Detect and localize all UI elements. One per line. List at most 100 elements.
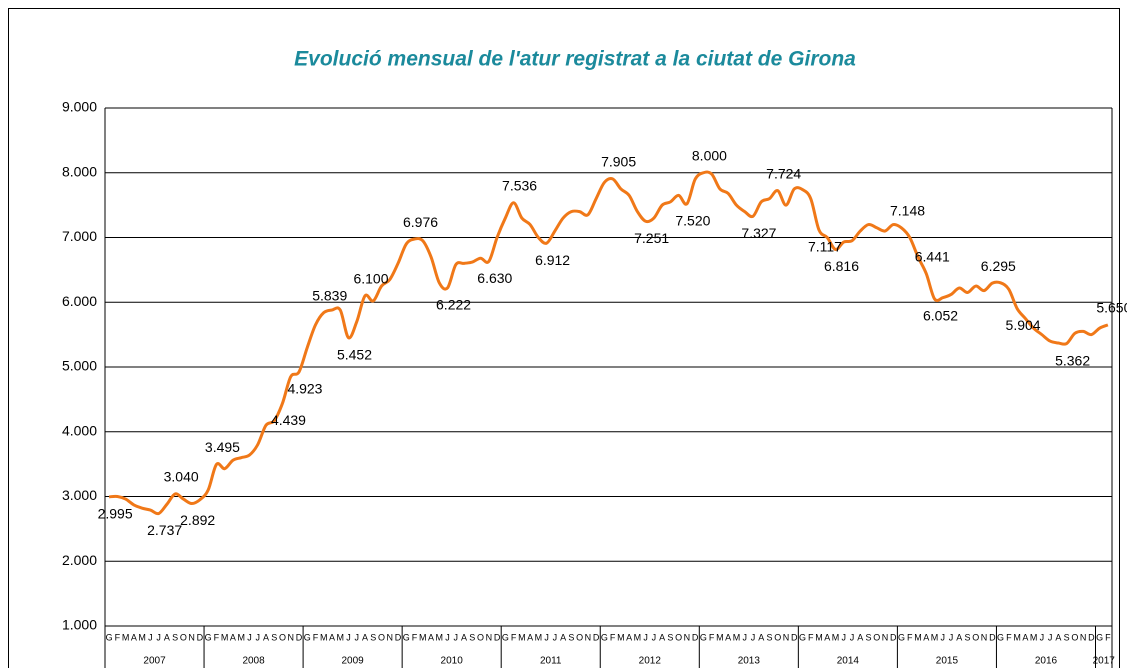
y-tick-label: 4.000 bbox=[62, 422, 97, 438]
data-label: 6.816 bbox=[824, 258, 859, 274]
data-label: 5.904 bbox=[1006, 317, 1041, 333]
x-tick-label: A bbox=[857, 632, 863, 642]
x-tick-label: F bbox=[214, 632, 220, 642]
x-tick-label: O bbox=[873, 632, 880, 642]
x-tick-label: A bbox=[659, 632, 665, 642]
data-label: 6.100 bbox=[353, 270, 388, 286]
x-tick-label: J bbox=[850, 632, 855, 642]
x-tick-label: G bbox=[997, 632, 1004, 642]
x-tick-label: M bbox=[221, 632, 229, 642]
x-tick-label: F bbox=[709, 632, 715, 642]
data-label: 4.439 bbox=[271, 412, 306, 428]
x-tick-label: G bbox=[304, 632, 311, 642]
x-tick-label: D bbox=[494, 632, 501, 642]
x-tick-label: S bbox=[370, 632, 376, 642]
x-tick-label: M bbox=[634, 632, 642, 642]
x-tick-label: J bbox=[148, 632, 153, 642]
data-label: 7.905 bbox=[601, 154, 636, 170]
x-tick-label: M bbox=[518, 632, 526, 642]
data-label: 7.327 bbox=[741, 225, 776, 241]
x-tick-label: S bbox=[766, 632, 772, 642]
x-tick-label: F bbox=[610, 632, 616, 642]
x-tick-label: D bbox=[791, 632, 798, 642]
x-tick-label: D bbox=[1088, 632, 1095, 642]
x-tick-label: J bbox=[355, 632, 360, 642]
x-tick-label: N bbox=[1080, 632, 1087, 642]
x-tick-label: N bbox=[188, 632, 195, 642]
data-label: 6.441 bbox=[915, 248, 950, 264]
y-tick-label: 1.000 bbox=[62, 617, 97, 633]
x-tick-label: O bbox=[576, 632, 583, 642]
data-label: 5.362 bbox=[1055, 352, 1090, 368]
data-label: 5.452 bbox=[337, 346, 372, 362]
x-tick-label: S bbox=[172, 632, 178, 642]
x-tick-label: N bbox=[585, 632, 592, 642]
x-tick-label: F bbox=[412, 632, 418, 642]
x-tick-label: D bbox=[692, 632, 699, 642]
y-tick-label: 2.000 bbox=[62, 552, 97, 568]
x-tick-label: G bbox=[898, 632, 905, 642]
x-tick-label: M bbox=[733, 632, 741, 642]
year-label: 2015 bbox=[936, 656, 959, 667]
x-tick-label: A bbox=[824, 632, 830, 642]
x-tick-label: F bbox=[115, 632, 121, 642]
x-tick-label: A bbox=[428, 632, 434, 642]
year-label: 2016 bbox=[1035, 656, 1058, 667]
data-label: 6.295 bbox=[981, 258, 1016, 274]
data-label: 2.737 bbox=[147, 522, 182, 538]
x-tick-label: S bbox=[271, 632, 277, 642]
x-tick-label: O bbox=[378, 632, 385, 642]
x-tick-label: M bbox=[914, 632, 922, 642]
data-label: 6.222 bbox=[436, 297, 471, 313]
data-label: 5.839 bbox=[312, 287, 347, 303]
x-tick-label: A bbox=[131, 632, 137, 642]
x-tick-label: D bbox=[197, 632, 204, 642]
x-tick-label: M bbox=[1030, 632, 1038, 642]
data-label: 8.000 bbox=[692, 147, 727, 163]
x-tick-label: A bbox=[626, 632, 632, 642]
x-tick-label: S bbox=[965, 632, 971, 642]
x-tick-label: M bbox=[122, 632, 130, 642]
x-tick-label: A bbox=[362, 632, 368, 642]
x-tick-label: F bbox=[1105, 632, 1111, 642]
x-tick-label: S bbox=[1064, 632, 1070, 642]
data-label: 7.724 bbox=[766, 165, 801, 181]
x-tick-label: D bbox=[296, 632, 303, 642]
x-tick-label: D bbox=[890, 632, 897, 642]
x-tick-label: M bbox=[320, 632, 328, 642]
x-tick-label: J bbox=[1048, 632, 1053, 642]
x-tick-label: S bbox=[865, 632, 871, 642]
year-label: 2014 bbox=[837, 656, 860, 667]
x-tick-label: F bbox=[1006, 632, 1012, 642]
x-tick-label: S bbox=[667, 632, 673, 642]
x-tick-label: F bbox=[511, 632, 517, 642]
x-tick-label: M bbox=[237, 632, 245, 642]
data-label: 6.630 bbox=[477, 270, 512, 286]
x-tick-label: G bbox=[502, 632, 509, 642]
x-tick-label: F bbox=[808, 632, 814, 642]
data-label: 7.148 bbox=[890, 203, 925, 219]
year-label: 2011 bbox=[540, 656, 562, 667]
x-tick-label: J bbox=[553, 632, 558, 642]
x-tick-label: J bbox=[949, 632, 954, 642]
x-tick-label: G bbox=[799, 632, 806, 642]
x-tick-label: M bbox=[138, 632, 146, 642]
year-label: 2013 bbox=[738, 656, 761, 667]
x-tick-label: A bbox=[923, 632, 929, 642]
chart-title: Evolució mensual de l'atur registrat a l… bbox=[294, 48, 856, 71]
x-tick-label: M bbox=[716, 632, 724, 642]
year-label: 2009 bbox=[341, 656, 364, 667]
x-tick-label: N bbox=[981, 632, 988, 642]
data-label: 4.923 bbox=[287, 381, 322, 397]
x-tick-label: A bbox=[230, 632, 236, 642]
x-tick-label: O bbox=[972, 632, 979, 642]
x-tick-label: J bbox=[346, 632, 351, 642]
x-tick-label: J bbox=[742, 632, 747, 642]
data-label: 7.536 bbox=[502, 177, 537, 193]
x-tick-label: J bbox=[643, 632, 648, 642]
x-tick-label: J bbox=[156, 632, 161, 642]
x-tick-label: N bbox=[783, 632, 790, 642]
x-tick-label: J bbox=[751, 632, 756, 642]
x-tick-label: A bbox=[1055, 632, 1061, 642]
x-tick-label: G bbox=[1096, 632, 1103, 642]
